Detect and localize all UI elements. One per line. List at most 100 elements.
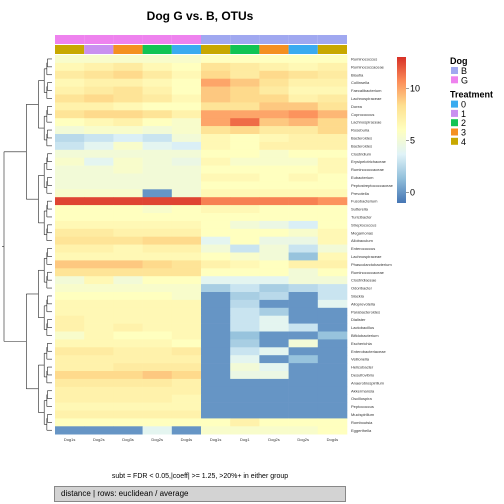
heatmap-cell xyxy=(201,197,231,206)
heatmap-cell xyxy=(230,134,260,143)
row-labels: Ruminococcus Ruminococcaceae Blautia Collin… xyxy=(351,57,394,433)
heatmap-cell xyxy=(142,213,173,222)
row-label: Turicibacter xyxy=(351,215,372,220)
heatmap-cell xyxy=(142,173,173,182)
heatmap-cell xyxy=(259,126,289,135)
heatmap-cell xyxy=(259,315,289,324)
heatmap-cell xyxy=(317,260,348,269)
heatmap-cell xyxy=(201,181,231,190)
heatmap-cell xyxy=(55,70,85,79)
heatmap-cell xyxy=(288,386,319,395)
heatmap-cell xyxy=(201,236,231,245)
heatmap-cell xyxy=(84,323,114,332)
treatment-annotation-cell xyxy=(230,45,260,54)
heatmap-cell xyxy=(259,110,289,119)
heatmap-cell xyxy=(55,386,85,395)
distance-footer: distance | rows: euclidean / average xyxy=(54,486,346,502)
heatmap-cell xyxy=(55,276,85,285)
heatmap-cell xyxy=(317,347,348,356)
heatmap-cell xyxy=(113,110,143,119)
heatmap-cell xyxy=(259,355,289,364)
heatmap-cell xyxy=(288,86,319,95)
heatmap-cell xyxy=(84,118,114,127)
row-label: Bacteroides xyxy=(351,136,372,141)
heatmap-cell xyxy=(230,220,260,230)
heatmap-cell xyxy=(288,276,319,285)
heatmap-cell xyxy=(142,315,173,324)
heatmap-cell xyxy=(84,268,114,277)
heatmap-cell xyxy=(230,181,260,190)
heatmap-cell xyxy=(55,102,85,111)
heatmap-cell xyxy=(84,426,114,435)
row-label: Megamonas xyxy=(351,230,373,235)
heatmap-cell xyxy=(113,331,143,340)
heatmap-cell xyxy=(171,252,202,261)
heatmap-cell xyxy=(84,94,114,103)
heatmap-cell xyxy=(55,284,85,293)
heatmap-cell xyxy=(55,213,85,222)
heatmap-cell xyxy=(84,299,114,309)
heatmap-cell xyxy=(288,78,319,87)
heatmap-cell xyxy=(230,307,260,316)
heatmap-cell xyxy=(171,339,202,348)
heatmap-cell xyxy=(171,213,202,222)
heatmap-cell xyxy=(113,347,143,356)
heatmap-cell xyxy=(142,86,173,95)
heatmap-cell xyxy=(259,165,289,174)
heatmap-cell xyxy=(55,371,85,380)
heatmap-cell xyxy=(171,426,202,435)
heatmap-cell xyxy=(259,426,289,435)
row-label: Faecalibacterium xyxy=(351,88,382,93)
heatmap-cell xyxy=(259,78,289,87)
column-label: Dog4s xyxy=(327,437,339,442)
heatmap-cell xyxy=(259,157,289,166)
heatmap-cell xyxy=(259,197,289,206)
heatmap-cell xyxy=(201,149,231,158)
heatmap-cell xyxy=(230,110,260,119)
heatmap-cell xyxy=(201,110,231,119)
heatmap-cell xyxy=(317,78,348,87)
heatmap-cell xyxy=(142,94,173,103)
heatmap-cell xyxy=(288,236,319,245)
heatmap-cell xyxy=(259,244,289,253)
heatmap-cell xyxy=(55,110,85,119)
heatmap-cell xyxy=(113,236,143,245)
heatmap-cell xyxy=(113,323,143,332)
row-label: Helicobacter xyxy=(351,365,374,370)
heatmap-cell xyxy=(171,173,202,182)
legend-title: Treatment xyxy=(450,90,493,100)
heatmap-cell xyxy=(142,386,173,395)
heatmap-cell xyxy=(259,402,289,411)
heatmap-cell xyxy=(230,213,260,222)
heatmap-cell xyxy=(288,355,319,364)
heatmap-cell xyxy=(113,118,143,127)
heatmap-cell xyxy=(55,228,85,237)
heatmap-cell xyxy=(230,347,260,356)
heatmap-cell xyxy=(230,410,260,419)
heatmap-cell xyxy=(55,426,85,435)
row-label: Lachnospiraceae xyxy=(351,254,382,259)
heatmap-cell xyxy=(317,394,348,403)
heatmap-cell xyxy=(113,94,143,103)
heatmap-cell xyxy=(113,86,143,95)
heatmap-cell xyxy=(230,363,260,372)
heatmap-cell xyxy=(230,402,260,411)
heatmap-cell xyxy=(317,110,348,119)
heatmap-cell xyxy=(142,149,173,158)
scale-tick-label: 0 xyxy=(410,188,415,198)
heatmap-cell xyxy=(317,205,348,214)
heatmap-cell xyxy=(230,268,260,277)
row-label: Lachnospiraceae xyxy=(351,120,382,125)
heatmap-cell xyxy=(113,410,143,419)
heatmap-cell xyxy=(84,402,114,411)
heatmap-cell xyxy=(317,355,348,364)
heatmap-cell xyxy=(113,355,143,364)
heatmap-cell xyxy=(84,244,114,253)
heatmap-cell xyxy=(113,70,143,79)
heatmap-cell xyxy=(230,86,260,95)
heatmap-cell xyxy=(113,371,143,380)
heatmap-cell xyxy=(259,268,289,277)
heatmap-cell xyxy=(55,307,85,316)
heatmap-cell xyxy=(317,70,348,79)
legend-title: Dog xyxy=(450,56,468,66)
